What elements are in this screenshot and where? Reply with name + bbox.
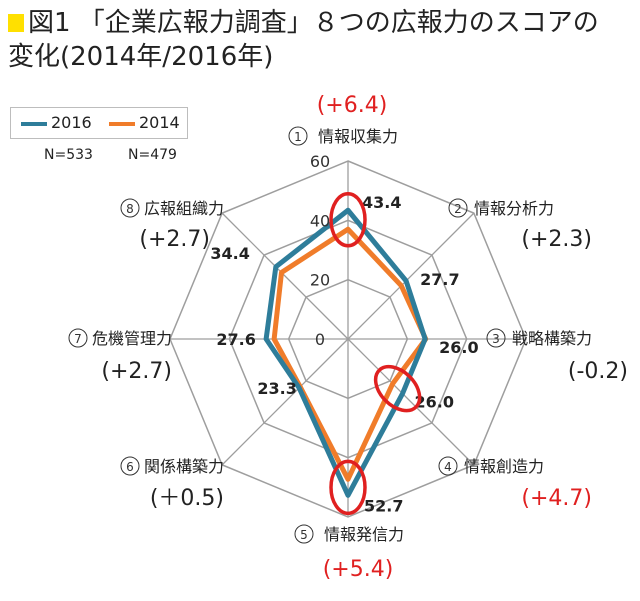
- title-line-2: 変化(2014年/2016年): [8, 42, 274, 72]
- highlight-ellipse-1: [329, 191, 367, 248]
- value-label-5: 52.7: [364, 496, 403, 515]
- axis-number-circle-3: [486, 328, 506, 348]
- legend-2014-swatch: [109, 122, 135, 126]
- axis-number-circle-4: [438, 456, 458, 476]
- highlight-ellipse-4: [373, 364, 422, 413]
- axis-change-4: (+4.7): [521, 486, 592, 511]
- axis-number-1: 1: [294, 130, 302, 144]
- legend-2016-swatch: [21, 122, 47, 126]
- axis-number-circle-8: [120, 198, 140, 218]
- value-label-6: 23.3: [257, 379, 296, 398]
- axis-number-3: 3: [492, 332, 500, 346]
- n-count-2016: N=533: [44, 147, 93, 163]
- axis-number-6: 6: [126, 460, 134, 474]
- scale-tick-60: 60: [310, 152, 330, 171]
- axis-change-2: (+2.3): [521, 227, 592, 252]
- axis-label-6: 関係構築力: [144, 457, 224, 476]
- value-label-1: 43.4: [362, 193, 401, 212]
- title-text-1: 図1 「企業広報力調査」８つの広報力のスコアの: [28, 8, 599, 38]
- axis-number-circle-2: [448, 198, 468, 218]
- axis-number-8: 8: [126, 202, 134, 216]
- legend-2014-label: 2014: [139, 113, 180, 132]
- figure-title: 図1 「企業広報力調査」８つの広報力のスコアの 変化(2014年/2016年): [8, 6, 633, 74]
- axis-spoke-6: [221, 338, 349, 466]
- chart-legend: 2016 2014: [10, 107, 188, 139]
- axis-number-circle-6: [120, 456, 140, 476]
- scale-tick-40: 40: [310, 211, 330, 230]
- value-label-2: 27.7: [420, 270, 459, 289]
- axis-number-circle-7: [68, 328, 88, 348]
- axis-number-4: 4: [444, 460, 452, 474]
- axis-label-2: 情報分析力: [474, 199, 554, 218]
- highlight-ellipse-5: [329, 459, 367, 516]
- axis-label-7: 危機管理力: [92, 329, 172, 348]
- axis-change-1: (+6.4): [317, 93, 388, 118]
- axis-spoke-2: [347, 212, 475, 340]
- axis-number-5: 5: [300, 528, 308, 542]
- scale-tick-20: 20: [310, 271, 330, 290]
- axis-number-circle-1: [288, 126, 308, 146]
- axis-label-5: 情報発信力: [324, 525, 404, 544]
- axis-spoke-4: [347, 338, 475, 466]
- value-label-8: 34.4: [210, 244, 249, 263]
- axis-change-8: (+2.7): [139, 227, 210, 252]
- axis-label-8: 広報組織力: [144, 199, 224, 218]
- value-label-3: 26.0: [439, 338, 478, 357]
- value-label-4: 26.0: [415, 393, 454, 412]
- axis-spoke-8: [221, 212, 349, 340]
- value-label-7: 27.6: [216, 330, 255, 349]
- scale-tick-0: 0: [315, 330, 325, 349]
- legend-2016-label: 2016: [51, 113, 92, 132]
- axis-change-6: (＋0.5): [150, 486, 224, 511]
- n-count-2014: N=479: [128, 147, 177, 163]
- axis-change-5: (+5.4): [323, 557, 394, 582]
- axis-number-2: 2: [454, 202, 462, 216]
- axis-label-3: 戦略構築力: [512, 329, 592, 348]
- series-2016-line: [263, 207, 428, 498]
- axis-number-circle-5: [294, 524, 314, 544]
- axis-change-7: (+2.7): [101, 359, 172, 384]
- axis-label-4: 情報創造力: [464, 457, 544, 476]
- series-2014-line: [271, 226, 429, 482]
- title-line-1: 図1 「企業広報力調査」８つの広報力のスコアの: [8, 6, 633, 40]
- title-marker: [8, 14, 24, 32]
- axis-number-7: 7: [74, 332, 82, 346]
- axis-change-3: (-0.2): [568, 359, 628, 384]
- axis-label-1: 情報収集力: [318, 127, 398, 146]
